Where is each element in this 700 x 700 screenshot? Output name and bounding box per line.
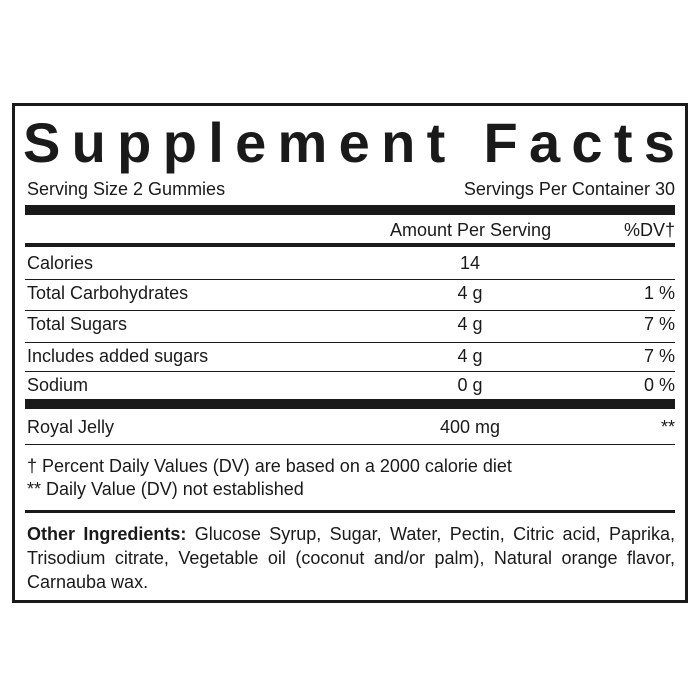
title: Supplement Facts	[23, 112, 675, 174]
nutrient-amount: 14	[459, 253, 481, 273]
medium-rule	[25, 243, 675, 247]
nutrient-name: Calories	[27, 253, 94, 273]
nutrient-dv: 1 %	[643, 283, 675, 303]
serving-size: Serving Size 2 Gummies	[27, 179, 226, 199]
nutrient-name: Sodium	[27, 375, 89, 395]
nutrient-amount: 4 g	[457, 314, 483, 334]
nutrient-amount: 400 mg	[439, 417, 501, 437]
nutrient-name: Includes added sugars	[27, 346, 209, 366]
row-rule	[25, 310, 675, 311]
nutrient-amount: 4 g	[457, 346, 483, 366]
row-rule	[25, 371, 675, 372]
thick-rule	[25, 205, 675, 215]
nutrient-amount: 0 g	[457, 375, 483, 395]
amount-header: Amount Per Serving	[390, 220, 552, 240]
footnote: ** Daily Value (DV) not established	[27, 479, 304, 499]
row-rule	[25, 279, 675, 280]
footnote: † Percent Daily Values (DV) are based on…	[27, 456, 512, 476]
title-svg: Supplement Facts	[23, 112, 675, 174]
nutrient-name: Royal Jelly	[27, 417, 115, 437]
ingredients-text: Glucose Syrup, Sugar, Water, Pectin, Cit…	[27, 524, 675, 592]
nutrient-name: Total Carbohydrates	[27, 283, 189, 303]
ingredients-label: Other Ingredients:	[27, 524, 187, 544]
dv-header: %DV†	[623, 220, 675, 240]
nutrient-dv: **	[660, 417, 675, 437]
nutrient-amount: 4 g	[457, 283, 483, 303]
nutrient-dv: 7 %	[643, 314, 675, 334]
nutrient-dv: 0 %	[643, 375, 675, 395]
servings-per-container: Servings Per Container 30	[463, 179, 675, 199]
supplement-facts-panel: Supplement Facts Serving Size 2 Gummies …	[12, 103, 688, 603]
nutrient-dv: 7 %	[643, 346, 675, 366]
nutrient-name: Total Sugars	[27, 314, 128, 334]
rule	[25, 510, 675, 513]
other-ingredients: Other Ingredients: Glucose Syrup, Sugar,…	[27, 522, 675, 594]
row-rule	[25, 342, 675, 343]
rule	[25, 444, 675, 445]
thick-rule	[25, 399, 675, 409]
